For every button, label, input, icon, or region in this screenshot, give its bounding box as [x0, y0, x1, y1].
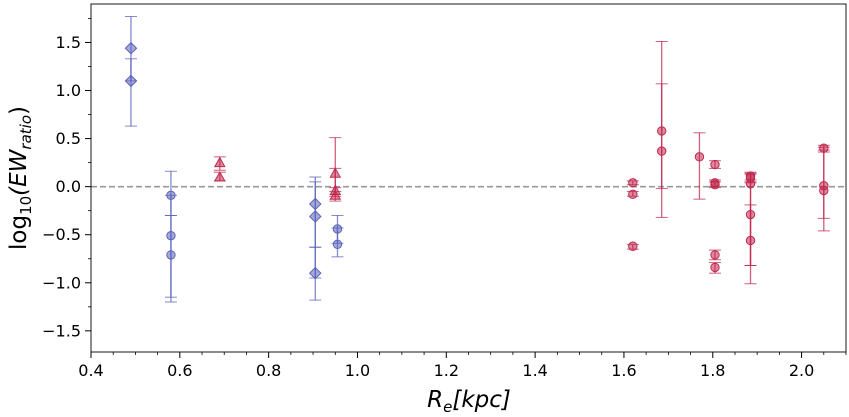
- x-tick-label: 0.6: [167, 361, 192, 380]
- x-tick-label: 0.4: [78, 361, 103, 380]
- diamond-marker: [308, 210, 322, 223]
- y-label-close: ): [6, 106, 32, 115]
- circle-marker: [656, 146, 667, 156]
- circle-marker: [819, 185, 829, 196]
- x-tick-label: 1.8: [700, 361, 725, 380]
- y-tick-label: 1.5: [56, 33, 81, 52]
- data-point: [708, 262, 721, 274]
- circle-marker: [745, 235, 756, 246]
- data-point: [213, 171, 226, 182]
- y-tick-label: 0.5: [56, 129, 81, 148]
- triangle-marker: [329, 189, 342, 200]
- y-label-prefix: log: [6, 215, 32, 250]
- circle-marker: [332, 239, 343, 250]
- x-axis-label: Re[kpc]: [427, 387, 511, 416]
- circle-marker: [628, 178, 638, 188]
- data-point: [708, 180, 721, 190]
- data-point: [655, 83, 668, 218]
- data-point: [744, 204, 757, 285]
- x-label-base: R: [427, 387, 443, 413]
- circle-marker: [710, 262, 720, 273]
- data-point: [308, 246, 322, 301]
- y-tick-label: −0.5: [42, 225, 81, 244]
- data-point: [708, 249, 721, 261]
- data-point: [626, 241, 639, 251]
- diamond-marker: [124, 41, 138, 55]
- data-point: [626, 178, 639, 188]
- x-axis: 0.4 0.6 0.8 1.0 1.2 1.4 1.6 1.8 2.0: [78, 352, 847, 380]
- circle-marker: [710, 180, 720, 190]
- x-tick-label: 1.0: [345, 361, 370, 380]
- data-point: [213, 156, 226, 171]
- y-label-quantity: (EW: [6, 148, 32, 196]
- x-tick-label: 2.0: [789, 361, 814, 380]
- x-tick-label: 1.4: [522, 361, 547, 380]
- data-point: [626, 189, 639, 200]
- x-tick-label: 0.8: [256, 361, 281, 380]
- x-tick-label: 1.2: [434, 361, 459, 380]
- triangle-marker: [213, 156, 226, 168]
- data-point: [817, 149, 830, 232]
- y-tick-label: 0.0: [56, 177, 81, 196]
- diamond-marker: [124, 74, 138, 88]
- y-axis-label: log10(EWratio): [6, 106, 35, 250]
- data-point: [329, 187, 342, 202]
- data-point: [124, 58, 138, 127]
- triangle-marker: [213, 171, 226, 182]
- y-tick-label: −1.5: [42, 321, 81, 340]
- data-point: [693, 132, 706, 200]
- circle-marker: [694, 152, 705, 162]
- plot-area: [91, 15, 846, 303]
- y-tick-label: 1.0: [56, 81, 81, 100]
- x-label-subscript: e: [443, 398, 452, 416]
- data-point: [164, 214, 177, 303]
- circle-marker: [628, 189, 638, 200]
- x-tick-label: 1.6: [611, 361, 636, 380]
- circle-marker: [166, 250, 176, 260]
- diamond-marker: [308, 266, 322, 280]
- circle-marker: [628, 241, 638, 251]
- data-point: [708, 159, 721, 170]
- circle-marker: [710, 159, 720, 170]
- x-label-unit: [kpc]: [452, 387, 511, 413]
- y-label-log-base: 10: [17, 196, 35, 215]
- y-axis: −1.5 −1.0 −0.5 0.0 0.5 1.0 1.5: [42, 18, 91, 340]
- circle-marker: [710, 250, 720, 260]
- y-tick-label: −1.0: [42, 273, 81, 292]
- data-point: [331, 227, 344, 258]
- y-label-subscript: ratio: [17, 115, 35, 150]
